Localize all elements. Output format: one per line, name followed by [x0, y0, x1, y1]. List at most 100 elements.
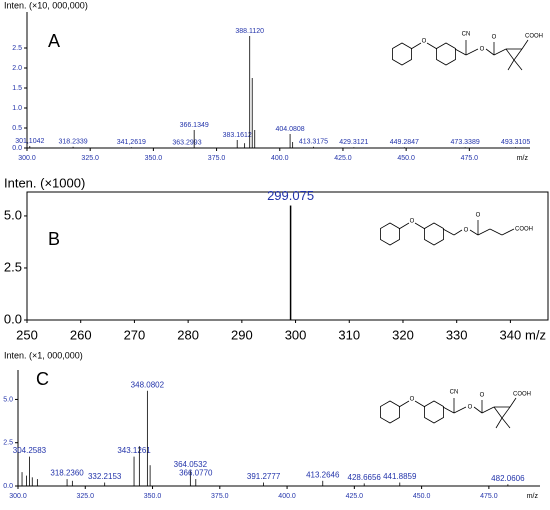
x-tick-label: 320 [392, 327, 414, 342]
x-tick-label: 260 [70, 327, 92, 342]
y-tick-label: 0.0 [12, 145, 22, 152]
peak-label: 332.2153 [88, 472, 122, 481]
peak-label: 318.2360 [50, 469, 84, 478]
structure-bond [489, 228, 503, 236]
y-tick-label: 2.5 [12, 45, 22, 52]
y-tick-label: 2.0 [12, 65, 22, 72]
x-tick-label: 425.0 [334, 155, 352, 162]
peak-label: 482.0606 [491, 474, 525, 483]
structure-atom: O [422, 39, 427, 45]
structure-bond [513, 59, 523, 71]
structure-bond [481, 406, 495, 414]
x-tick-label: 400.0 [278, 493, 296, 500]
structure-bond [410, 42, 422, 50]
structure-ring [436, 42, 456, 66]
peak-label: 364.0532 [174, 460, 208, 469]
structure-bond [414, 222, 426, 230]
structure-atom: COOH [515, 227, 533, 233]
structure-bond [509, 397, 517, 408]
peak-label: 413.2646 [306, 470, 340, 479]
y-tick-label: 0.0 [3, 483, 13, 490]
structure-bond [398, 222, 410, 230]
x-tick-label: 350.0 [145, 155, 163, 162]
peak-label: 301,1042 [15, 138, 44, 145]
structure-atom: CN [462, 32, 471, 38]
peak-label: 366.0770 [179, 469, 213, 478]
peak-label: 348.0802 [131, 380, 165, 389]
x-tick-label: 310 [338, 327, 360, 342]
x-tick-label: 325.0 [77, 493, 95, 500]
structure-bond [477, 228, 491, 236]
y-tick-label: 2.5 [3, 440, 13, 447]
x-axis-title: m/z [525, 327, 546, 342]
peak-label: 449.2847 [390, 139, 419, 146]
structure-bond [426, 42, 438, 50]
x-tick-label: 330 [446, 327, 468, 342]
structure-bond [521, 39, 529, 50]
peak-label: 493.3105 [501, 139, 530, 146]
structure-ring [392, 42, 412, 66]
structure-bond [493, 48, 507, 56]
structure-bond [453, 229, 463, 236]
y-axis-title: Inten. (×10, 000,000) [4, 0, 88, 10]
x-tick-label: 375.0 [208, 155, 226, 162]
x-tick-label: 400.0 [271, 155, 289, 162]
y-tick-label: 0.5 [12, 125, 22, 132]
y-tick-label: 5.0 [3, 396, 13, 403]
x-tick-label: 300.0 [9, 493, 27, 500]
x-tick-label: 425.0 [346, 493, 364, 500]
structure-bond [501, 406, 511, 419]
x-tick-label: 325.0 [81, 155, 99, 162]
structure-atom: O [410, 219, 415, 225]
peak-label: 473.3389 [451, 139, 480, 146]
structure-bond [495, 417, 503, 429]
structure-bond [485, 48, 495, 56]
peak-label: 429.3121 [339, 139, 368, 146]
structure-atom: O [410, 397, 415, 403]
peak-label: 383.1612 [223, 132, 252, 139]
x-tick-label: 340 [500, 327, 522, 342]
structure-ring [380, 400, 400, 424]
peak-label: 299.075 [267, 188, 314, 203]
x-tick-label: 475.0 [461, 155, 479, 162]
y-tick-label: 5.0 [4, 207, 22, 222]
structure-bond [453, 406, 467, 414]
structure-bond [442, 406, 455, 414]
structure-bond [454, 48, 467, 56]
y-tick-label: 0.0 [4, 311, 22, 326]
y-axis-title: Inten. (×1, 000,000) [4, 350, 83, 360]
x-tick-label: 300 [285, 327, 307, 342]
panel-label: C [36, 369, 49, 389]
x-tick-label: 450.0 [397, 155, 415, 162]
structure-bond [507, 59, 515, 71]
peak-label: 428.6656 [348, 473, 382, 482]
structure-bond [465, 48, 479, 56]
structure-bond [501, 228, 515, 236]
structure-bond [513, 48, 523, 61]
structure-bond [493, 406, 503, 419]
structure-atom: O [468, 405, 473, 411]
peak-label: 318.2339 [58, 139, 87, 146]
x-tick-label: 450.0 [413, 493, 431, 500]
y-tick-label: 1.0 [12, 105, 22, 112]
structure-bond [469, 229, 479, 236]
structure-ring [424, 222, 444, 246]
structure-bond [398, 400, 410, 408]
peak-label: 413.3175 [299, 139, 328, 146]
panel-label: A [48, 31, 60, 51]
structure-atom: O [492, 35, 497, 41]
x-axis-title: m/z [517, 155, 529, 162]
x-tick-label: 290 [231, 327, 253, 342]
x-tick-label: 250 [16, 327, 38, 342]
peak-label: 404.0808 [275, 126, 304, 133]
x-tick-label: 475.0 [480, 493, 498, 500]
x-axis-title: m/z [527, 493, 539, 500]
structure-bond [473, 406, 483, 414]
structure-atom: CN [450, 390, 459, 396]
structure-bond [414, 400, 426, 408]
structure-atom: O [464, 228, 469, 234]
x-tick-label: 350.0 [144, 493, 162, 500]
peak-label: 341,2619 [117, 139, 146, 146]
peak-label: 304.2583 [13, 446, 47, 455]
